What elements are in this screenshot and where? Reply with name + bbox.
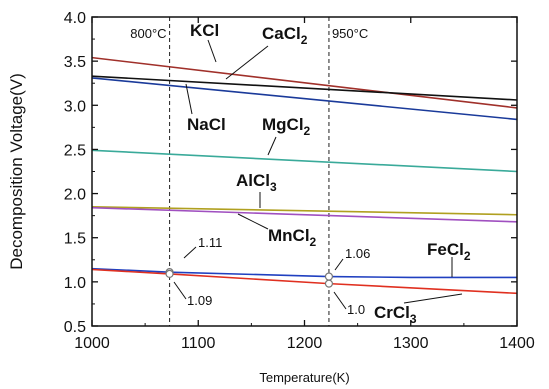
point-annotation: 1.0 xyxy=(347,302,365,317)
temperature-marker-label: 800°C xyxy=(130,26,166,41)
annotation-leader-line xyxy=(183,246,197,259)
temperature-marker-label: 950°C xyxy=(332,26,368,41)
point-annotation: 1.09 xyxy=(187,293,212,308)
annotation-leader-line xyxy=(173,281,187,300)
series-label: MnCl2 xyxy=(268,226,317,249)
series-label-subscript: 2 xyxy=(464,249,471,263)
annotation-leader-line xyxy=(334,258,344,271)
annotated-point xyxy=(165,269,174,279)
y-tick-label: 4.0 xyxy=(64,10,86,27)
x-axis-label: Temperature(K) xyxy=(259,370,349,385)
x-tick-label: 1200 xyxy=(287,335,323,352)
y-tick-label: 1.0 xyxy=(64,275,86,292)
label-leader-line xyxy=(185,83,193,115)
series-line xyxy=(91,56,518,109)
y-axis-label: Decomposition Voltage(V) xyxy=(7,73,26,270)
series-line xyxy=(91,75,518,101)
series-label: NaCl xyxy=(187,115,226,134)
label-leader-line xyxy=(267,136,277,156)
series-label: CaCl2 xyxy=(262,24,308,47)
y-tick-label: 3.0 xyxy=(64,98,86,115)
series-label: KCl xyxy=(190,21,219,40)
y-tick-label: 0.5 xyxy=(64,319,86,336)
label-leader-line xyxy=(403,293,463,304)
y-tick-label: 1.5 xyxy=(64,231,86,248)
series-label: AlCl3 xyxy=(236,171,277,194)
series-label-subscript: 3 xyxy=(410,312,417,326)
series-label-subscript: 2 xyxy=(301,33,308,47)
point-annotation: 1.11 xyxy=(198,235,222,250)
plot-frame xyxy=(91,16,518,327)
series-label-subscript: 3 xyxy=(270,180,277,194)
series-label-subscript: 2 xyxy=(304,124,311,138)
series-line xyxy=(91,77,518,121)
x-tick-label: 1100 xyxy=(181,335,216,352)
annotated-point xyxy=(324,279,334,288)
label-leader-line xyxy=(207,39,217,63)
annotation-leader-line xyxy=(333,291,347,310)
label-leader-line xyxy=(225,45,269,80)
x-tick-label: 1300 xyxy=(393,335,429,352)
x-tick-label: 1000 xyxy=(74,335,110,352)
series-line xyxy=(91,206,518,216)
series-line xyxy=(91,268,518,295)
point-annotation: 1.06 xyxy=(345,246,370,261)
series-label: FeCl2 xyxy=(427,240,471,263)
x-tick-label: 1400 xyxy=(499,335,535,352)
series-label: CrCl3 xyxy=(374,303,417,326)
y-tick-label: 2.5 xyxy=(64,142,86,159)
y-tick-label: 3.5 xyxy=(64,54,86,71)
series-line xyxy=(91,206,518,223)
series-label-subscript: 2 xyxy=(310,235,317,249)
annotated-point xyxy=(324,272,334,281)
series-label: MgCl2 xyxy=(262,115,311,138)
y-tick-label: 2.0 xyxy=(64,187,86,204)
label-leader-line xyxy=(237,213,269,230)
series-line xyxy=(91,149,518,173)
